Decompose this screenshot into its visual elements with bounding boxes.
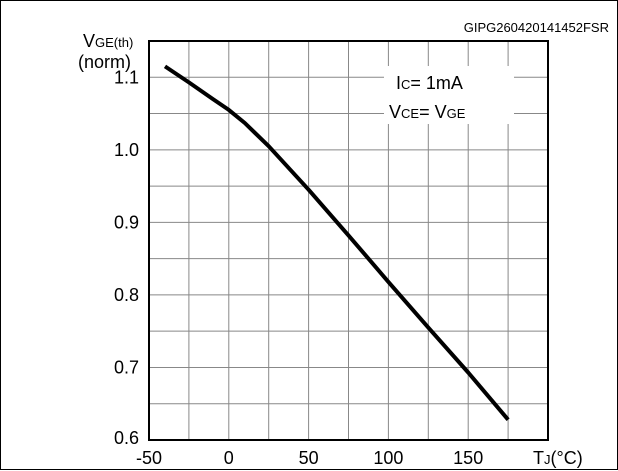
plot-border	[148, 40, 549, 441]
y-tick-label: 0.9	[114, 212, 139, 232]
y-tick-label: 0.6	[114, 428, 139, 448]
x-tick-label: 0	[224, 448, 234, 468]
x-tick-label: 100	[373, 448, 403, 468]
y-tick-label: 0.8	[114, 285, 139, 305]
annotation-box	[384, 66, 514, 124]
y-axis-unit: (norm)	[78, 52, 131, 72]
x-tick-label: 50	[299, 448, 319, 468]
y-tick-label: 1.0	[114, 140, 139, 160]
series-line-0	[163, 64, 510, 421]
tick-labels: -50 0 50 100 150 0.6 0.7 0.8 0.9 1.0 1.1	[114, 67, 483, 468]
annotation-vce: VCE= VGE	[389, 102, 466, 122]
annotation-ic: IC= 1mA	[396, 73, 463, 93]
figure-code: GIPG260420141452FSR	[464, 20, 609, 35]
y-tick-label: 0.7	[114, 357, 139, 377]
series-layer	[163, 64, 510, 421]
x-tick-label: 150	[453, 448, 483, 468]
x-tick-label: -50	[136, 448, 162, 468]
y-tick-label: 1.1	[114, 67, 139, 87]
y-axis-label: VGE(th)	[83, 31, 133, 51]
x-axis-label: TJ(°C)	[533, 448, 583, 468]
